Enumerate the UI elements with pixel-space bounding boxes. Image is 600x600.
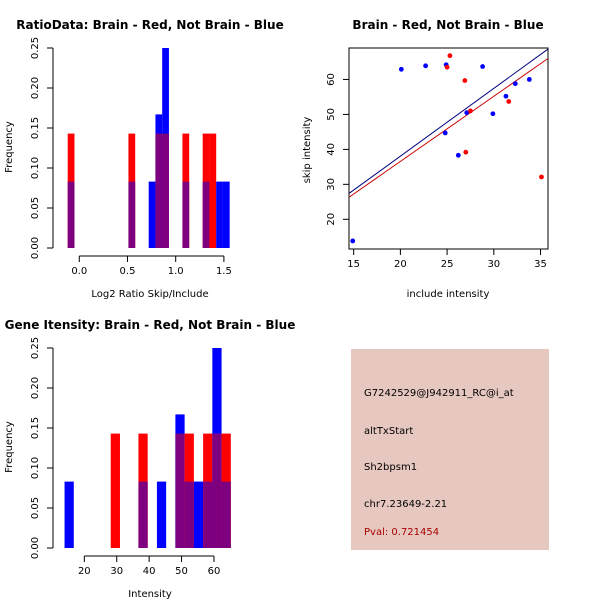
scatter-y-tick-label: 30 <box>326 178 337 191</box>
scatter-ylabel: skip intensity <box>302 117 313 184</box>
info-gene-name: Sh2bpsm1 <box>364 462 417 473</box>
scatter-y-tick-label: 40 <box>326 143 337 156</box>
scatter-axes: 15 20 25 30 35 20 30 40 50 60 <box>326 73 547 270</box>
ratio-y-tick-label: 0.25 <box>30 37 41 59</box>
scatter-y-tick-label: 20 <box>326 213 337 226</box>
intensity-y-tick-label: 0.00 <box>30 537 41 559</box>
ratio-bar-overlap <box>202 181 210 248</box>
scatter-panel: Brain - Red, Not Brain - Blue 15 20 25 30 35… <box>302 18 549 300</box>
info-probe-id: G7242529@J942911_RC@i_at <box>364 388 514 399</box>
not-brain-point <box>480 64 485 69</box>
ratio-bar-not-brain <box>222 181 230 248</box>
scatter-x-tick-label: 25 <box>441 259 454 270</box>
not-brain-point <box>398 66 404 72</box>
ratio-x-tick-label: 1.5 <box>216 266 232 277</box>
brain-point <box>463 149 469 155</box>
intensity-y-tick-label: 0.20 <box>30 377 41 399</box>
ratio-bar-overlap <box>67 181 75 248</box>
intensity-histogram-title: Gene Itensity: Brain - Red, Not Brain - … <box>5 318 296 332</box>
brain-point <box>468 108 473 114</box>
intensity-histogram-panel: Gene Itensity: Brain - Red, Not Brain - … <box>4 318 295 600</box>
ratio-x-tick-label: 1.0 <box>168 266 184 277</box>
ratio-y-tick-label: 0.15 <box>30 117 41 139</box>
intensity-histogram-ylabel: Frequency <box>4 421 15 473</box>
ratio-y-tick-label: 0.00 <box>30 237 41 259</box>
intensity-x-tick-label: 20 <box>78 566 91 577</box>
ratio-y-tick-label: 0.20 <box>30 77 41 99</box>
intensity-bar-not-brain <box>193 481 204 548</box>
ratio-bar-overlap <box>128 181 136 248</box>
intensity-y-tick-label: 0.15 <box>30 417 41 439</box>
scatter-fit-lines <box>348 48 549 198</box>
not-brain-point <box>512 81 518 87</box>
not-brain-point <box>464 110 470 116</box>
brain-point <box>444 64 450 70</box>
intensity-bar-not-brain <box>156 481 167 548</box>
ratio-bar-overlap <box>155 133 163 248</box>
info-panel-background <box>351 349 549 550</box>
ratio-histogram-panel: RatioData: Brain - Red, Not Brain - Blue… <box>4 18 284 300</box>
scatter-x-tick-label: 30 <box>487 259 500 270</box>
scatter-title: Brain - Red, Not Brain - Blue <box>352 18 543 32</box>
intensity-bar-overlap <box>184 481 194 548</box>
info-location: chr7.23649-2.21 <box>364 499 447 510</box>
ratio-bar-not-brain <box>148 181 156 248</box>
not-brain-point <box>503 93 509 99</box>
info-pvalue: Pval: 0.721454 <box>364 527 439 538</box>
ratio-x-tick-label: 0.0 <box>71 266 87 277</box>
ratio-y-tick-label: 0.10 <box>30 157 41 179</box>
ratio-y-tick-label: 0.05 <box>30 197 41 219</box>
not-brain-fit-line <box>348 48 549 194</box>
intensity-x-tick-label: 60 <box>208 566 221 577</box>
scatter-y-tick-label: 50 <box>326 108 337 121</box>
intensity-x-tick-label: 30 <box>110 566 123 577</box>
scatter-points <box>350 53 544 244</box>
ratio-bar-overlap <box>182 181 190 248</box>
ratio-histogram-bars <box>67 48 230 249</box>
scatter-x-tick-label: 15 <box>347 259 360 270</box>
ratio-x-tick-label: 0.5 <box>120 266 136 277</box>
brain-point <box>539 174 544 180</box>
not-brain-point <box>423 63 429 69</box>
intensity-y-tick-label: 0.25 <box>30 337 41 359</box>
intensity-bar-overlap <box>212 433 222 548</box>
scatter-plot-box <box>348 47 549 250</box>
intensity-bar-brain <box>110 433 120 548</box>
intensity-y-tick-label: 0.05 <box>30 497 41 519</box>
intensity-bar-overlap <box>203 481 213 548</box>
ratio-histogram-xlabel: Log2 Ratio Skip/Include <box>91 289 208 300</box>
ratio-bar-brain <box>209 133 217 248</box>
intensity-bar-overlap <box>175 433 185 548</box>
not-brain-point <box>442 130 448 136</box>
intensity-bar-overlap <box>138 481 148 548</box>
brain-point <box>447 53 453 59</box>
scatter-xlabel: include intensity <box>407 289 490 300</box>
brain-fit-line <box>348 58 549 198</box>
scatter-x-tick-label: 20 <box>394 259 407 270</box>
not-brain-point <box>350 238 356 244</box>
not-brain-point <box>455 152 461 158</box>
scatter-x-tick-label: 35 <box>534 259 547 270</box>
ratio-histogram-ylabel: Frequency <box>4 121 15 173</box>
intensity-x-tick-label: 50 <box>175 566 188 577</box>
intensity-histogram-bars <box>64 348 231 548</box>
intensity-bar-overlap <box>221 481 231 548</box>
ratio-bar-not-brain <box>216 181 223 248</box>
intensity-x-tick-label: 40 <box>143 566 156 577</box>
info-event-type: altTxStart <box>364 426 413 437</box>
scatter-y-tick-label: 60 <box>326 73 337 86</box>
not-brain-point <box>490 111 496 117</box>
not-brain-point <box>526 77 532 82</box>
brain-point <box>506 99 512 104</box>
ratio-bar-overlap <box>162 133 169 248</box>
ratio-histogram-title: RatioData: Brain - Red, Not Brain - Blue <box>16 18 283 32</box>
intensity-histogram-axes: 0.00 0.05 0.10 0.15 0.20 0.25 20 30 40 50 60 <box>30 337 220 577</box>
intensity-histogram-xlabel: Intensity <box>128 589 172 600</box>
info-panel: G7242529@J942911_RC@i_at altTxStart Sh2b… <box>351 349 549 550</box>
intensity-y-tick-label: 0.10 <box>30 457 41 479</box>
ratio-histogram-axes: 0.00 0.05 0.10 0.15 0.20 0.25 0.0 0.5 1.0 1.5 <box>30 37 232 277</box>
intensity-bar-not-brain <box>64 481 74 548</box>
brain-point <box>462 78 468 83</box>
